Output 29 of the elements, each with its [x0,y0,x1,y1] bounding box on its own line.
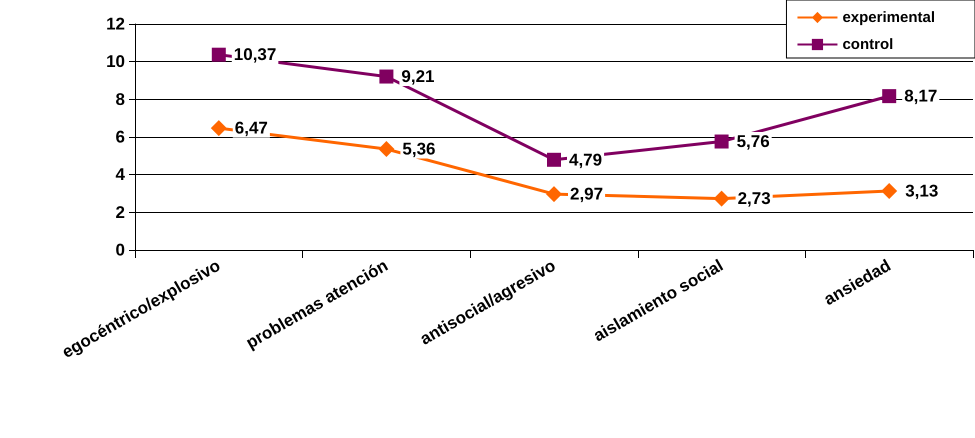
point [547,152,561,167]
data-label: 3,13 [905,182,938,201]
point [378,141,394,158]
data-label: 2,73 [738,189,771,208]
data-label: 8,17 [904,86,938,106]
y-tick-label: 4 [116,165,126,184]
point [210,120,227,136]
y-tick-label: 6 [116,128,125,146]
point [212,48,226,62]
point [714,134,729,149]
legend-label: control [842,36,894,53]
point [882,89,896,104]
data-label: 9,21 [401,67,434,86]
data-label: 2,97 [570,184,604,204]
data-label: 4,79 [569,150,602,170]
data-label: 10,37 [234,45,276,64]
legend-label: experimental [842,9,936,26]
point [881,183,898,200]
point [546,186,562,202]
data-label: 5,36 [402,140,436,159]
point [714,190,730,207]
y-tick-label: 10 [106,52,125,72]
y-tick-label: 12 [106,14,125,34]
point [379,70,394,84]
y-tick-label: 2 [116,202,125,222]
y-tick-label: 8 [116,90,125,109]
data-label: 5,76 [736,132,770,152]
y-tick-label: 0 [116,240,125,260]
data-label: 6,47 [234,118,268,138]
